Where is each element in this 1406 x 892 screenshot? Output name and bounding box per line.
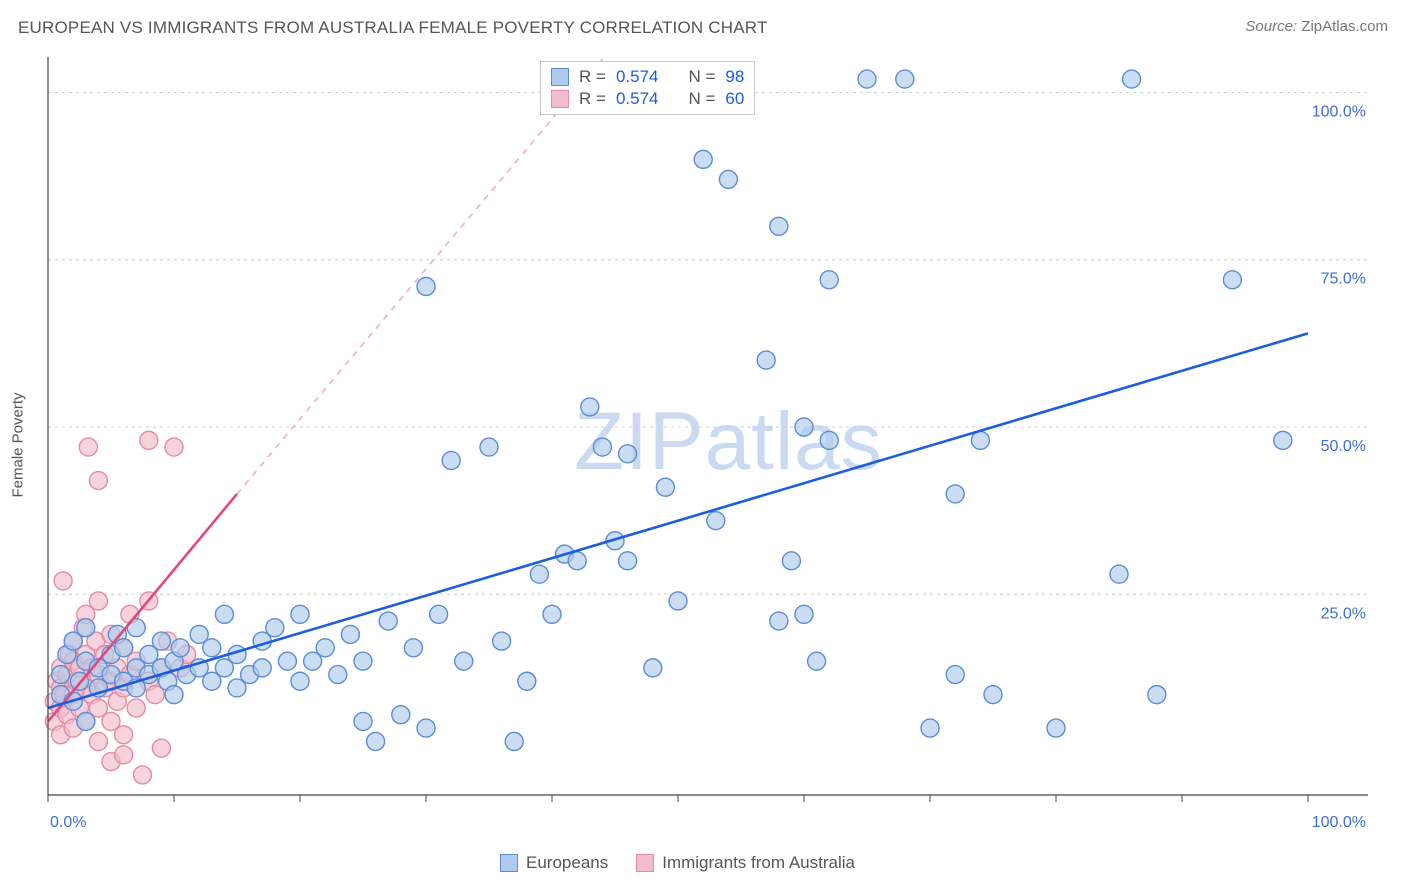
- source-name: ZipAtlas.com: [1301, 18, 1388, 35]
- svg-text:50.0%: 50.0%: [1321, 438, 1366, 455]
- legend-n-label: N =: [688, 89, 715, 109]
- series-legend: Europeans Immigrants from Australia: [500, 853, 855, 873]
- scatter-chart: 25.0% 50.0% 75.0% 100.0% 0.0% 100.0%: [44, 55, 1388, 835]
- legend-r-label: R =: [579, 67, 606, 87]
- y-axis-label: Female Poverty: [10, 392, 27, 497]
- series-legend-item: Immigrants from Australia: [636, 853, 855, 873]
- tick-marks: [48, 795, 1308, 802]
- svg-text:100.0%: 100.0%: [1312, 103, 1366, 120]
- chart-source: Source: ZipAtlas.com: [1245, 18, 1388, 35]
- legend-n-value: 60: [725, 89, 744, 109]
- trend-lines: [48, 59, 1308, 721]
- svg-text:0.0%: 0.0%: [50, 814, 86, 831]
- svg-text:25.0%: 25.0%: [1321, 605, 1366, 622]
- legend-swatch: [551, 90, 569, 108]
- legend-r-value: 0.574: [616, 67, 659, 87]
- legend-n-label: N =: [688, 67, 715, 87]
- series-legend-item: Europeans: [500, 853, 608, 873]
- legend-row: R = 0.574 N = 98: [551, 66, 744, 88]
- legend-swatch: [636, 854, 654, 872]
- source-label: Source:: [1245, 18, 1297, 35]
- legend-n-value: 98: [725, 67, 744, 87]
- tick-labels: 25.0% 50.0% 75.0% 100.0% 0.0% 100.0%: [50, 103, 1366, 831]
- series-legend-label: Immigrants from Australia: [662, 853, 855, 873]
- svg-text:100.0%: 100.0%: [1312, 814, 1366, 831]
- legend-r-label: R =: [579, 89, 606, 109]
- plot-area: Female Poverty ZIPatlas 25.0%50.0%75.0%1…: [44, 55, 1388, 835]
- legend-row: R = 0.574 N = 60: [551, 88, 744, 110]
- legend-swatch: [500, 854, 518, 872]
- chart-header: EUROPEAN VS IMMIGRANTS FROM AUSTRALIA FE…: [18, 18, 1388, 48]
- svg-text:75.0%: 75.0%: [1321, 271, 1366, 288]
- legend-r-value: 0.574: [616, 89, 659, 109]
- correlation-legend: R = 0.574 N = 98 R = 0.574 N = 60: [540, 61, 755, 115]
- legend-swatch: [551, 68, 569, 86]
- chart-title: EUROPEAN VS IMMIGRANTS FROM AUSTRALIA FE…: [18, 18, 768, 37]
- series-legend-label: Europeans: [526, 853, 608, 873]
